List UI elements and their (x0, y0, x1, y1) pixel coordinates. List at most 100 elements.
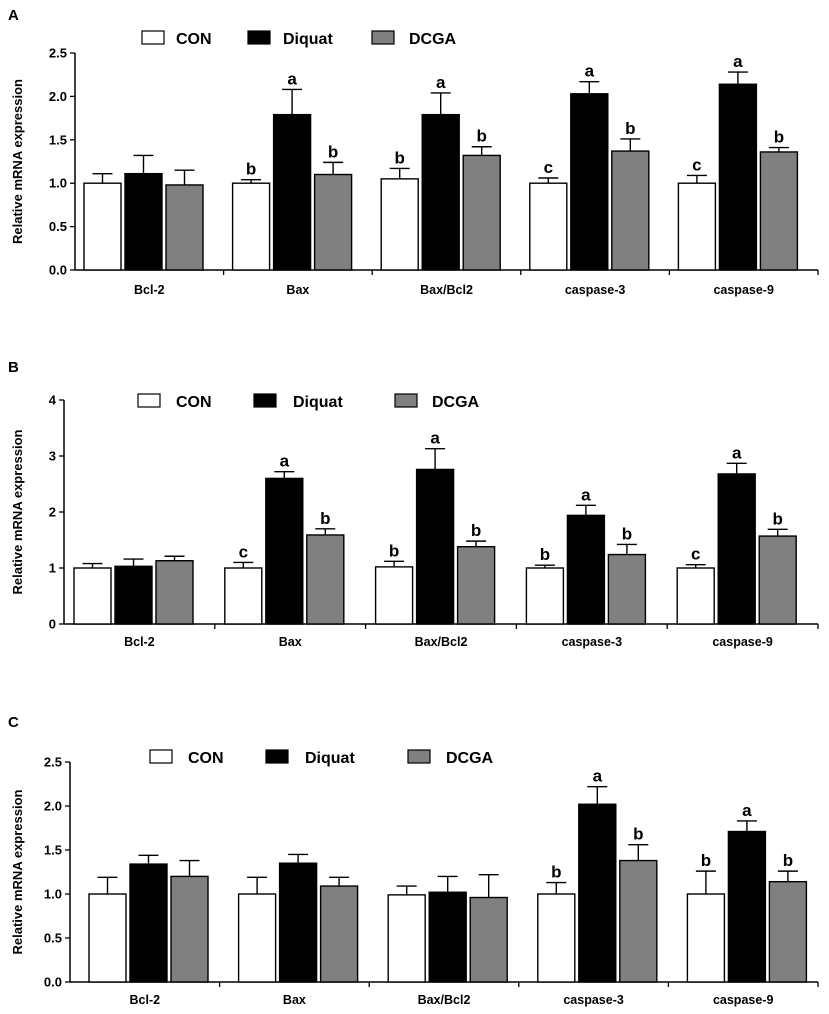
category-label: Bax/Bcl2 (420, 283, 473, 297)
category-label: Bcl-2 (124, 635, 155, 649)
bar-con (73, 567, 112, 625)
category-label: Bcl-2 (130, 993, 161, 1007)
category-label: caspase-9 (712, 635, 773, 649)
y-tick-label: 1.5 (49, 132, 67, 147)
category-label: caspase-9 (713, 993, 774, 1007)
bar-dcga (306, 534, 345, 625)
legend-label: CON (176, 394, 212, 411)
y-tick-label: 0.5 (49, 219, 67, 234)
legend-swatch-con (141, 30, 165, 45)
significance-letter: b (246, 160, 256, 179)
y-tick-label: 0.5 (44, 931, 62, 946)
bar-dcga (155, 560, 194, 625)
bar-dcga (611, 150, 650, 271)
bar-dcga (607, 553, 647, 625)
bar-con (374, 566, 414, 625)
bar-diquat (421, 113, 460, 271)
y-tick-label: 1.5 (44, 843, 62, 858)
significance-letter: c (692, 155, 701, 174)
bar-diquat (124, 172, 163, 271)
legend-swatch-con (137, 393, 161, 408)
category-label: Bax/Bcl2 (415, 635, 468, 649)
significance-letter: b (395, 148, 405, 167)
y-tick-label: 0.0 (49, 263, 67, 278)
bar-diquat (278, 862, 318, 983)
bar-diquat (428, 891, 467, 983)
bar-con (686, 893, 726, 983)
y-tick-label: 2 (49, 505, 56, 520)
significance-letter: b (328, 142, 338, 161)
significance-letter: a (585, 62, 595, 81)
legend-label: Diquat (283, 31, 333, 48)
y-tick-label: 2.0 (49, 89, 67, 104)
legend-swatch-dcga (394, 393, 418, 408)
significance-letter: c (544, 158, 553, 177)
legend-label: DCGA (432, 394, 480, 411)
bar-dcga (462, 154, 501, 271)
legend-swatch-con (149, 749, 173, 764)
significance-letter: a (287, 69, 297, 88)
y-tick-label: 2.5 (49, 46, 67, 61)
legend-swatch-diquat (253, 393, 277, 408)
bar-con (380, 178, 419, 271)
category-label: caspase-9 (713, 283, 774, 297)
bar-dcga (619, 859, 658, 983)
bar-dcga (469, 896, 508, 983)
bar-con (387, 894, 426, 983)
bar-diquat (566, 514, 606, 625)
y-axis-label: Relative mRNA expression (10, 789, 25, 954)
significance-letter: b (701, 851, 711, 870)
legend-label: CON (188, 750, 224, 767)
significance-letter: b (633, 825, 643, 844)
bar-diquat (114, 565, 153, 625)
bar-diquat (129, 863, 168, 983)
panel-label: A (8, 7, 19, 24)
significance-letter: a (280, 452, 290, 471)
bar-con (529, 182, 568, 271)
y-tick-label: 2.0 (44, 799, 62, 814)
category-label: Bax/Bcl2 (418, 993, 471, 1007)
legend-label: DCGA (446, 750, 494, 767)
bar-diquat (265, 477, 304, 625)
bar-diquat (570, 93, 609, 271)
legend-swatch-diquat (265, 749, 289, 764)
significance-letter: b (625, 119, 635, 138)
significance-letter: c (239, 542, 248, 561)
y-tick-label: 0 (49, 617, 56, 632)
significance-letter: a (430, 429, 440, 448)
legend-label: Diquat (305, 750, 355, 767)
bar-diquat (415, 468, 455, 625)
bar-con (88, 893, 127, 983)
bar-dcga (170, 875, 209, 983)
category-label: Bcl-2 (134, 283, 165, 297)
bar-con (224, 567, 263, 625)
category-label: Bax (279, 635, 302, 649)
bar-dcga (758, 535, 797, 625)
significance-letter: a (436, 73, 446, 92)
bar-dcga (313, 173, 353, 271)
bar-dcga (165, 184, 204, 271)
legend-label: CON (176, 31, 212, 48)
y-tick-label: 0.0 (44, 975, 62, 990)
significance-letter: b (471, 521, 481, 540)
panel-label: C (8, 714, 19, 731)
y-axis-label: Relative mRNA expression (10, 79, 25, 244)
legend-label: DCGA (409, 31, 457, 48)
significance-letter: b (774, 128, 784, 147)
category-label: caspase-3 (562, 635, 623, 649)
legend-swatch-dcga (371, 30, 395, 45)
significance-letter: a (593, 767, 603, 786)
bar-dcga (456, 546, 496, 625)
bar-con (525, 567, 565, 625)
significance-letter: b (551, 863, 561, 882)
significance-letter: b (540, 545, 550, 564)
bar-dcga (768, 880, 808, 983)
category-label: caspase-3 (563, 993, 624, 1007)
legend-swatch-diquat (247, 30, 271, 45)
bar-con (83, 182, 122, 271)
significance-letter: a (733, 52, 743, 71)
bar-diquat (717, 473, 756, 625)
bar-dcga (319, 885, 359, 983)
category-label: Bax (283, 993, 306, 1007)
bar-con (677, 182, 717, 271)
